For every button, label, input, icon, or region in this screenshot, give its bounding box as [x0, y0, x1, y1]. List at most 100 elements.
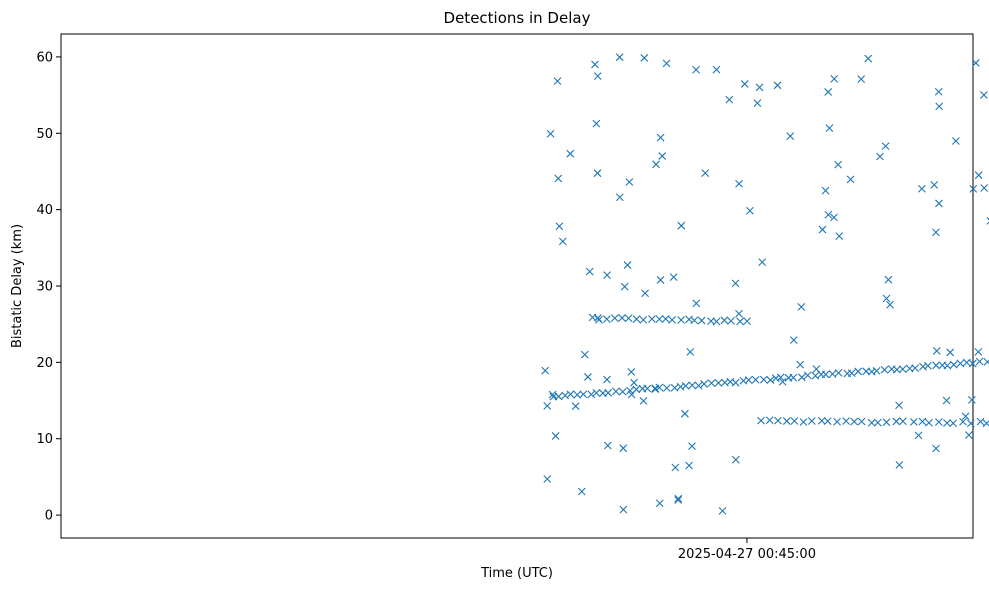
data-point-clutter — [846, 175, 855, 184]
data-point-track-d-flat-high — [602, 315, 611, 324]
data-point-track-d-flat-high — [677, 316, 685, 324]
data-point-track-a-rising — [714, 379, 723, 387]
y-tick-label: 30 — [36, 280, 53, 295]
data-point-clutter — [701, 169, 710, 177]
data-point-clutter — [946, 348, 955, 357]
data-point-clutter — [592, 119, 601, 128]
data-point-clutter — [625, 178, 634, 186]
data-point-clutter — [603, 271, 611, 280]
data-point-clutter — [835, 232, 844, 240]
data-point-clutter — [558, 237, 567, 246]
data-point-track-d-flat-high — [661, 315, 670, 323]
data-point-track-e-flat-low — [799, 418, 808, 426]
data-point-track-a-rising — [821, 370, 830, 379]
data-point-track-d-flat-high — [712, 317, 721, 326]
data-point-clutter — [969, 185, 978, 193]
data-point-track-a-rising — [618, 387, 627, 396]
data-point-clutter — [964, 431, 973, 439]
data-point-clutter — [753, 99, 762, 108]
data-point-clutter — [731, 455, 740, 464]
data-point-clutter — [658, 152, 667, 160]
data-point-track-a-rising — [592, 389, 601, 397]
data-point-track-d-flat-high — [743, 317, 751, 326]
data-point-clutter — [623, 261, 632, 269]
data-point-track-d-flat-high — [632, 315, 641, 324]
data-point-track-e-flat-low — [899, 417, 907, 426]
data-point-clutter — [935, 102, 944, 111]
data-point-clutter — [886, 300, 894, 309]
data-point-clutter — [821, 186, 830, 195]
data-point-clutter — [583, 373, 592, 381]
data-point-track-e-flat-low — [892, 417, 901, 426]
data-point-track-e-flat-low — [774, 416, 782, 425]
data-point-clutter — [627, 368, 636, 376]
data-point-clutter — [974, 171, 983, 180]
data-point-track-e-flat-low — [790, 417, 799, 425]
data-point-clutter — [593, 169, 602, 178]
data-point-track-a-rising — [880, 365, 889, 374]
data-point-track-a-rising — [566, 390, 575, 399]
data-point-clutter — [881, 142, 890, 151]
data-point-track-a-rising — [828, 370, 837, 378]
data-point-track-a-rising — [554, 392, 563, 401]
data-point-clutter — [656, 133, 665, 142]
data-point-clutter — [968, 395, 976, 404]
data-point-clutter — [917, 184, 926, 193]
y-axis: 0 10 20 30 40 50 60 — [36, 50, 61, 524]
data-point-track-d-flat-high — [697, 316, 706, 325]
x-axis-label: Time (UTC) — [480, 566, 553, 581]
data-point-clutter — [718, 507, 727, 515]
data-point-clutter — [834, 160, 843, 169]
data-point-clutter — [934, 87, 943, 96]
data-point-track-d-flat-high — [624, 314, 633, 323]
data-point-track-a-rising — [662, 384, 671, 392]
data-point-clutter — [818, 225, 827, 234]
data-point-clutter — [930, 181, 939, 189]
data-point-clutter — [876, 152, 884, 161]
data-point-clutter — [603, 375, 611, 384]
data-point-track-d-flat-high — [727, 316, 735, 325]
data-point-clutter — [566, 149, 575, 158]
data-point-clutter — [961, 412, 970, 421]
data-point-track-a-rising — [579, 390, 588, 399]
data-point-track-e-flat-low — [857, 417, 866, 426]
data-point-track-a-rising — [776, 373, 785, 382]
data-point-track-a-rising — [612, 387, 620, 396]
data-point-track-a-rising — [854, 367, 863, 376]
data-point-track-a-rising — [789, 373, 798, 382]
data-point-track-d-flat-high — [690, 316, 699, 325]
data-point-clutter — [971, 59, 980, 67]
data-point-clutter — [627, 390, 636, 399]
data-point-track-a-rising — [700, 380, 709, 388]
data-point-clutter — [591, 60, 599, 69]
data-point-clutter — [789, 336, 798, 344]
data-point-track-a-rising — [707, 379, 716, 388]
data-point-track-d-flat-high — [720, 316, 729, 325]
data-point-track-a-rising — [962, 358, 971, 367]
data-point-clutter — [674, 494, 683, 503]
data-point-track-e-flat-low — [882, 418, 891, 427]
data-point-track-d-flat-high — [639, 315, 648, 324]
data-point-clutter — [593, 72, 602, 80]
y-tick-label: 20 — [36, 356, 53, 371]
data-point-clutter — [692, 299, 701, 308]
data-point-track-a-rising — [694, 381, 703, 390]
data-point-track-e-flat-low — [873, 418, 882, 427]
data-point-clutter — [980, 91, 988, 99]
data-point-clutter — [830, 74, 839, 83]
data-point-track-a-rising — [834, 368, 843, 377]
data-point-clutter — [731, 279, 740, 288]
data-point-track-d-flat-high — [648, 315, 656, 323]
data-point-clutter — [674, 496, 683, 504]
data-point-track-a-rising — [924, 361, 932, 370]
y-tick-label: 40 — [36, 203, 53, 218]
data-point-clutter — [786, 132, 795, 141]
data-point-clutter — [615, 193, 624, 202]
data-point-clutter — [620, 282, 629, 291]
data-point-track-e-flat-low — [807, 417, 816, 425]
data-point-clutter — [812, 365, 821, 373]
data-point-clutter — [735, 309, 743, 318]
data-point-clutter — [895, 401, 903, 410]
data-point-track-a-rising — [932, 361, 941, 370]
